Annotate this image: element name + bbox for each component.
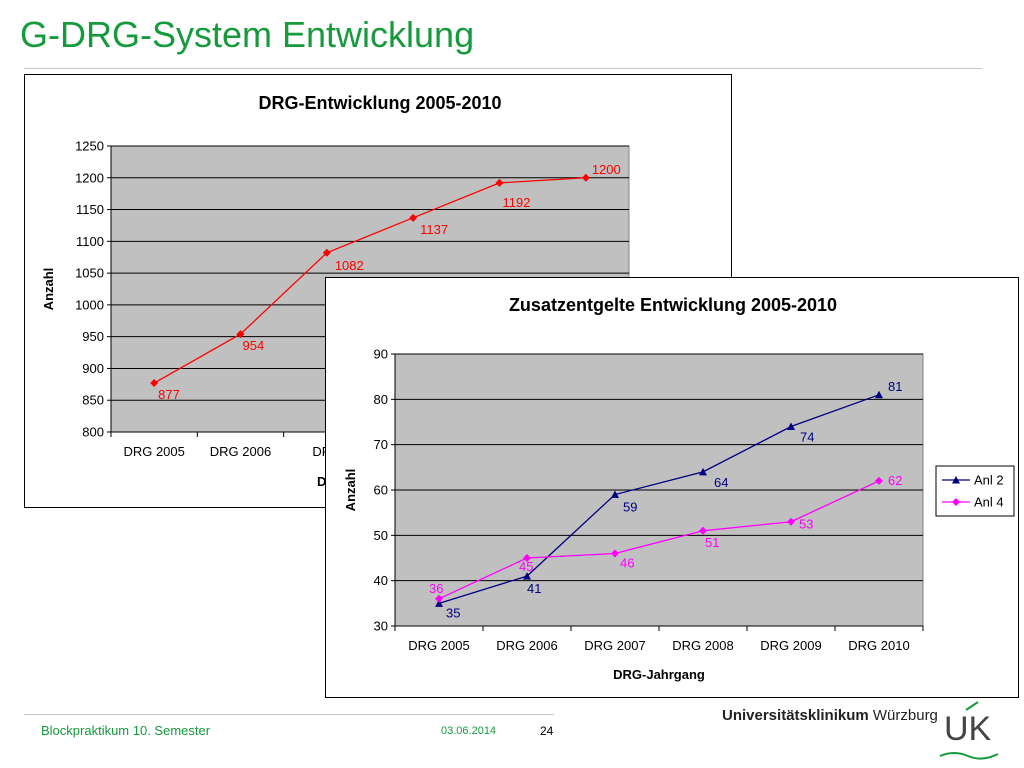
c1-data-point [322,248,331,257]
c1-series-line [153,177,586,384]
c2-data-point [611,549,619,558]
c2-legend-label: Anl 4 [974,495,1004,510]
c1-data-label: 877 [158,387,180,402]
c1-x-tick-label: DRG 2006 [210,444,271,459]
c2-y-tick-label: 50 [374,528,388,543]
c2-data-point [699,526,707,535]
c2-legend-marker [952,476,960,484]
c1-x-tick-label: DRG 2005 [123,444,184,459]
c2-x-tick-label: DRG 2010 [848,638,909,653]
c1-x-axis-title: D [317,474,326,489]
c1-y-tick-label: 950 [82,329,104,344]
logo-text: UK [944,710,992,748]
slide-title: G-DRG-System Entwicklung [20,14,475,55]
c2-title: Zusatzentgelte Entwicklung 2005-2010 [509,295,837,315]
c2-data-label: 53 [799,517,813,532]
c2-y-tick-label: 40 [374,573,388,588]
c1-data-point [409,213,418,222]
c1-y-tick-label: 1000 [75,297,104,312]
c1-data-label: 1192 [503,195,531,210]
c2-x-tick-label: DRG 2007 [584,638,645,653]
page-number: 24 [540,724,554,738]
c1-y-tick-label: 850 [82,393,104,408]
footer-date: 03.06.2014 [441,725,497,737]
c1-y-tick-label: 1050 [75,266,104,281]
c2-data-label: 41 [527,581,541,596]
c2-data-point [699,467,707,476]
c2-data-label: 64 [714,475,728,490]
c2-y-tick-label: 90 [374,347,388,362]
brand-normal: Würzburg [868,707,938,724]
c2-data-label: 35 [446,605,460,620]
c2-series-line [438,480,880,600]
c1-data-label: 1137 [420,222,448,237]
ukw-logo-icon: UK [939,701,999,760]
c2-data-point [435,599,443,607]
c2-data-label: 51 [705,535,719,550]
c2-y-tick-label: 80 [374,392,388,407]
brand-bold: Universitätsklinikum [722,707,869,724]
c2-data-label: 36 [429,581,443,596]
c2-data-label: 59 [623,500,637,515]
c2-data-point [435,594,443,603]
c2-series-line [438,394,880,604]
c1-y-axis-title: Anzahl [41,268,56,311]
c2-legend-label: Anl 2 [974,473,1004,488]
zusatzentgelte-chart: Zusatzentgelte Entwicklung 2005-2010 30 40… [325,277,1019,698]
c2-x-axis-title: DRG-Jahrgang [613,667,705,682]
c2-legend-marker [952,498,960,506]
c1-y-tick-label: 1200 [75,170,104,185]
c2-y-tick-label: 60 [374,483,388,498]
c2-data-point [787,517,795,526]
c2-legend [935,465,1015,517]
c1-title: DRG-Entwicklung 2005-2010 [258,93,501,113]
title-divider [24,68,982,69]
c1-y-tick-label: 1150 [76,202,104,217]
c2-y-tick-label: 30 [374,619,388,634]
c2-x-tick-label: DRG 2008 [672,638,733,653]
c2-data-point [875,476,883,485]
c2-data-label: 74 [800,430,814,445]
c2-data-point [787,422,795,431]
c2-data-label: 46 [620,555,634,570]
c1-data-point [495,178,504,187]
c2-y-tick-label: 70 [374,437,388,452]
c1-y-tick-label: 800 [82,425,104,440]
c1-y-tick-label: 1250 [75,139,104,154]
c2-x-tick-label: DRG 2009 [760,638,821,653]
brand-name: Universitätsklinikum Würzburg [722,707,938,724]
c2-data-point [611,490,619,499]
c2-data-point [875,390,883,399]
c1-data-label: 954 [243,338,265,353]
zusatzentgelte-chart-svg: Zusatzentgelte Entwicklung 2005-2010 30 40… [343,295,1015,682]
c2-data-label: 81 [888,379,902,394]
c1-y-tick-label: 1100 [76,234,104,249]
c1-data-label: 1082 [335,258,364,273]
c1-data-point [236,330,245,339]
c2-data-label: 62 [888,473,902,488]
footer-course: Blockpraktikum 10. Semester [41,723,211,738]
c1-y-tick-label: 900 [82,361,104,376]
c2-data-label: 45 [519,559,533,574]
c2-data-point [523,554,531,562]
c2-x-tick-label: DRG 2005 [408,638,469,653]
c2-x-tick-label: DRG 2006 [496,638,557,653]
c2-data-point [523,572,531,580]
c1-data-point [581,173,590,182]
c1-data-label: 1200 [592,162,621,177]
footer-divider [24,714,554,715]
c2-y-axis-title: Anzahl [343,469,358,512]
c1-data-point [150,379,159,388]
